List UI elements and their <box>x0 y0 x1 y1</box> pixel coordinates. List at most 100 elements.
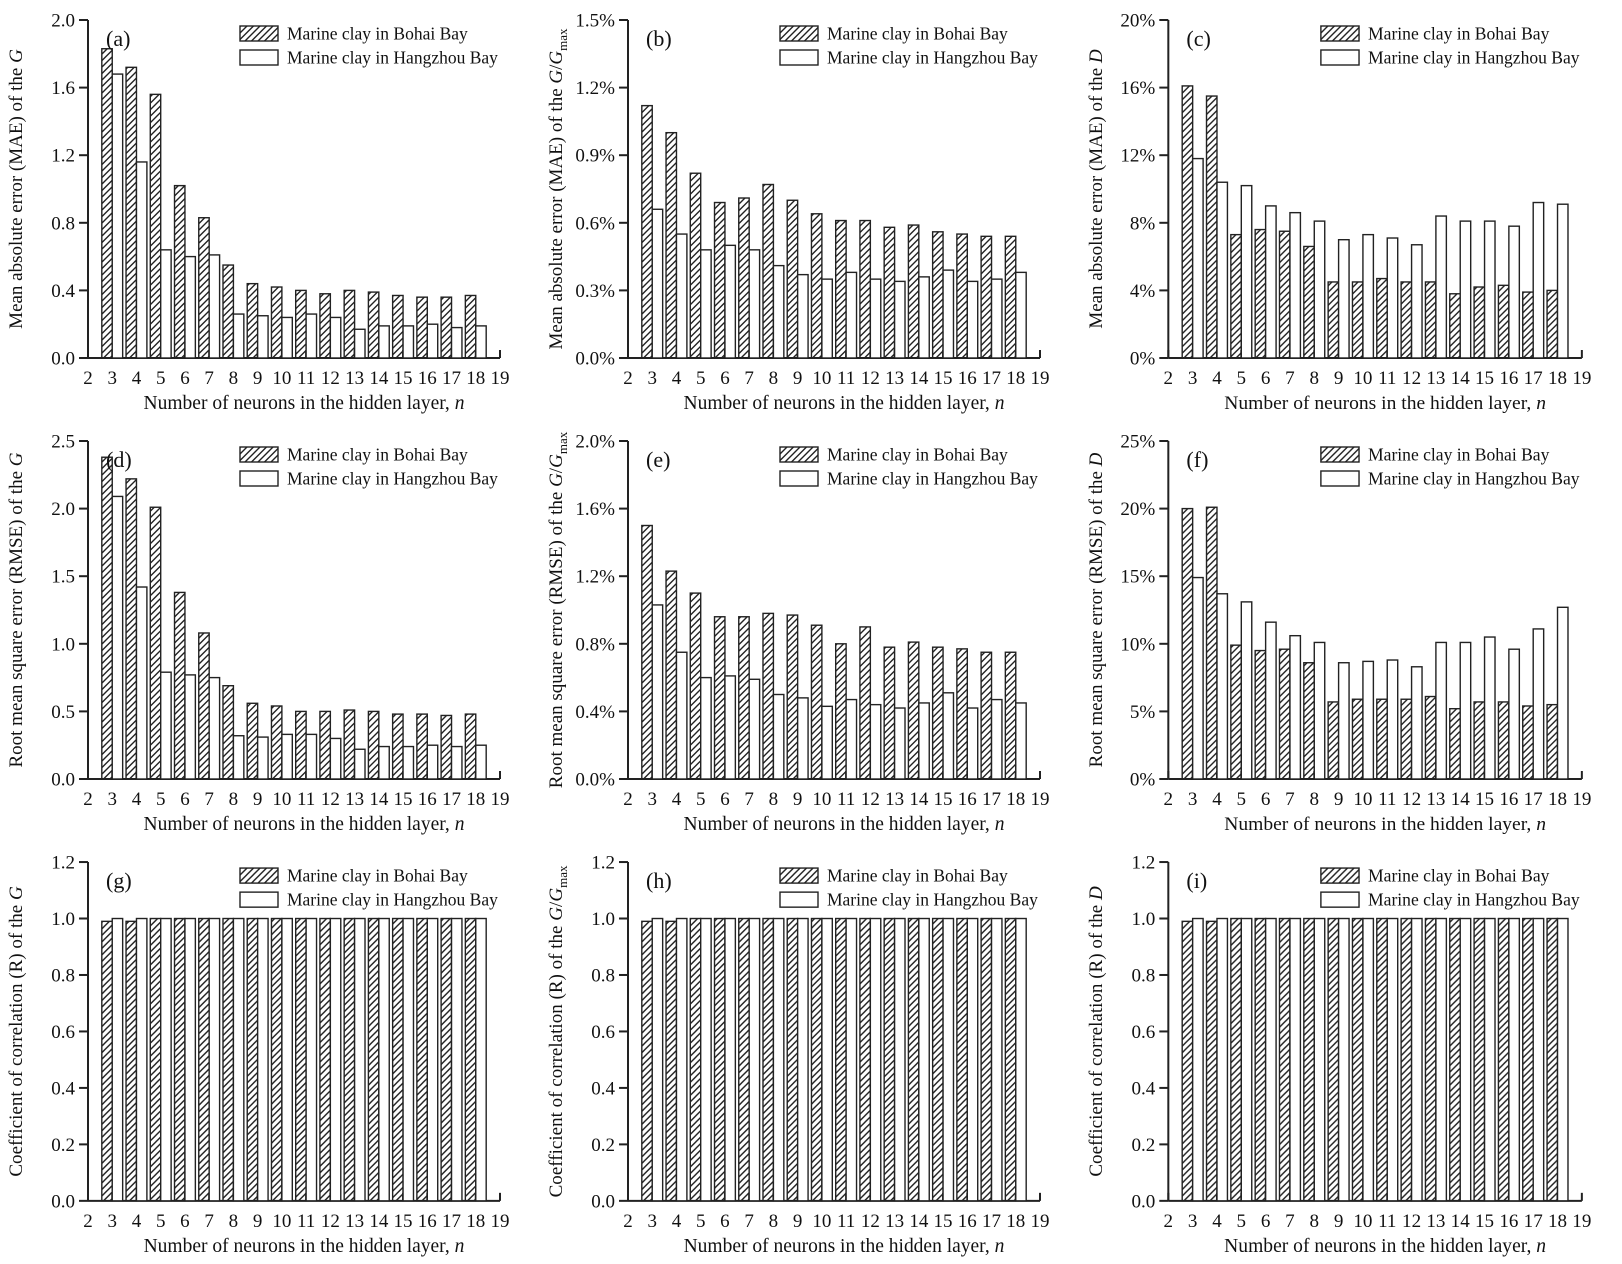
bar-hangzhou <box>450 917 463 1202</box>
bar-hangzhou <box>208 917 221 1202</box>
legend-label-hangzhou: Marine clay in Hangzhou Bay <box>1368 469 1580 489</box>
bar-bohai <box>834 643 847 780</box>
bar-hangzhou <box>184 255 197 359</box>
legend-label-bohai: Marine clay in Bohai Bay <box>1368 445 1550 465</box>
bar-hangzhou <box>1508 648 1521 780</box>
bar-hangzhou <box>651 208 664 359</box>
bar-hangzhou <box>675 233 688 359</box>
bar-bohai <box>1327 917 1340 1202</box>
x-tick-label: 9 <box>793 368 803 389</box>
x-tick-label: 2 <box>1164 1211 1174 1232</box>
bar-hangzhou <box>1386 237 1399 359</box>
bar-hangzhou <box>1508 225 1521 359</box>
bar-hangzhou <box>675 917 688 1202</box>
bar-hangzhou <box>1264 917 1277 1202</box>
bar-hangzhou <box>748 249 761 359</box>
x-tick-label: 17 <box>982 789 1001 810</box>
bar-bohai <box>343 709 356 780</box>
x-tick-label: 19 <box>491 368 510 389</box>
x-tick-label: 10 <box>1353 368 1372 389</box>
bar-hangzhou <box>1532 917 1545 1202</box>
bar-hangzhou <box>1264 621 1277 780</box>
y-tick-label: 1.5% <box>575 11 615 32</box>
y-axis-label: Mean absolute error (MAE) of the G/Gmax <box>546 28 570 350</box>
bar-hangzhou <box>184 674 197 780</box>
bar-bohai <box>1449 293 1461 359</box>
bar-bohai <box>1351 281 1364 359</box>
y-tick-label: 2.0 <box>51 11 75 32</box>
bar-bohai <box>738 616 750 780</box>
bar-hangzhou <box>1532 201 1545 359</box>
bar-bohai <box>762 183 775 359</box>
bar-hangzhou <box>1191 917 1204 1202</box>
bar-bohai <box>1522 917 1534 1202</box>
bar-bohai <box>319 917 332 1202</box>
bar-bohai <box>689 172 702 359</box>
bar-bohai <box>1473 286 1486 359</box>
bar-bohai <box>762 917 775 1202</box>
chart-panel-b: 0.0% 0.3% 0.6% 0.9% 1.2% 1.5% 2 3 4 5 6 7 8 9 10 11 12 13… <box>540 0 1080 421</box>
bar-bohai <box>294 710 307 780</box>
tick-labels: 0.0% 0.4% 0.8% 1.2% 1.6% 2.0% 2 3 4 5 6 7 8 9 10 11 12 13… <box>575 432 1049 811</box>
bar-hangzhou <box>1313 220 1326 359</box>
bar-hangzhou <box>1337 238 1350 359</box>
x-tick-label: 11 <box>1378 1211 1396 1232</box>
x-tick-label: 19 <box>491 789 510 810</box>
chart-panel-d: 0.0 0.5 1.0 1.5 2.0 2.5 2 3 4 5 6 7 8 9 10 11 12 13 14 15 16… <box>0 421 540 842</box>
legend: Marine clay in Bohai Bay Marine clay in H… <box>779 445 1038 489</box>
y-axis-label: Coefficient of correlation (R) of the D <box>1086 886 1107 1177</box>
chart-svg: 0.0 0.2 0.4 0.6 0.8 1.0 1.2 2 3 4 5 6 7 8 9 10 11 12 13 14 1… <box>546 853 1049 1257</box>
x-tick-label: 10 <box>1353 1211 1372 1232</box>
y-tick-label: 0.4% <box>575 702 615 723</box>
x-tick-label: 2 <box>623 368 633 389</box>
bar-bohai <box>1230 233 1243 359</box>
bar-hangzhou <box>475 744 487 780</box>
y-axis-label: Mean absolute error (MAE) of the G <box>6 49 27 329</box>
x-tick-label: 4 <box>672 368 682 389</box>
x-tick-label: 6 <box>720 1211 730 1232</box>
bar-hangzhou <box>353 917 366 1202</box>
bar-bohai <box>1181 920 1194 1202</box>
y-tick-label: 0.2 <box>51 1135 75 1156</box>
legend: Marine clay in Bohai Bay Marine clay in H… <box>239 866 498 910</box>
x-tick-label: 7 <box>1285 789 1295 810</box>
x-tick-label: 6 <box>1261 368 1271 389</box>
bar-bohai <box>367 291 380 359</box>
x-tick-label: 12 <box>1402 368 1421 389</box>
bar-hangzhou <box>329 917 342 1202</box>
bar-bohai <box>1424 695 1437 780</box>
x-tick-label: 5 <box>1237 789 1247 810</box>
bar-hangzhou <box>821 917 834 1202</box>
chart-svg: 0.0% 0.3% 0.6% 0.9% 1.2% 1.5% 2 3 4 5 6 7 8 9 10 11 12 13… <box>546 11 1050 415</box>
y-tick-label: 0.8 <box>1131 966 1155 987</box>
bar-hangzhou <box>1435 215 1448 359</box>
x-tick-label: 14 <box>1451 789 1471 810</box>
x-tick-label: 17 <box>442 368 461 389</box>
x-axis-label: Number of neurons in the hidden layer, n <box>144 814 465 835</box>
bar-hangzhou <box>353 748 366 780</box>
x-tick-label: 16 <box>958 789 977 810</box>
bar-hangzhou <box>1362 660 1375 780</box>
bar-hangzhou <box>1556 917 1569 1202</box>
x-tick-label: 11 <box>1378 789 1396 810</box>
y-tick-label: 8% <box>1130 213 1156 234</box>
bar-bohai <box>367 710 380 780</box>
bar-bohai <box>883 917 896 1202</box>
bar-hangzhou <box>475 325 487 359</box>
bar-bohai <box>859 626 872 780</box>
bar-bohai <box>907 917 920 1202</box>
bar-bohai <box>464 917 477 1202</box>
y-tick-label: 16% <box>1120 78 1155 99</box>
x-tick-label: 17 <box>442 789 461 810</box>
chart-panel-i: 0.0 0.2 0.4 0.6 0.8 1.0 1.2 2 3 4 5 6 7 8 9 10 11 12 13 14 1… <box>1080 842 1622 1264</box>
bar-bohai <box>665 570 678 780</box>
x-tick-label: 12 <box>861 789 880 810</box>
bar-hangzhou <box>1015 702 1027 780</box>
bar-hangzhou <box>450 326 463 359</box>
bar-bohai <box>931 917 944 1202</box>
bar-hangzhou <box>918 702 930 780</box>
x-tick-label: 13 <box>345 1211 364 1232</box>
bar-bohai <box>786 917 799 1202</box>
bar-bohai <box>834 219 847 359</box>
bar-hangzhou <box>893 280 906 359</box>
